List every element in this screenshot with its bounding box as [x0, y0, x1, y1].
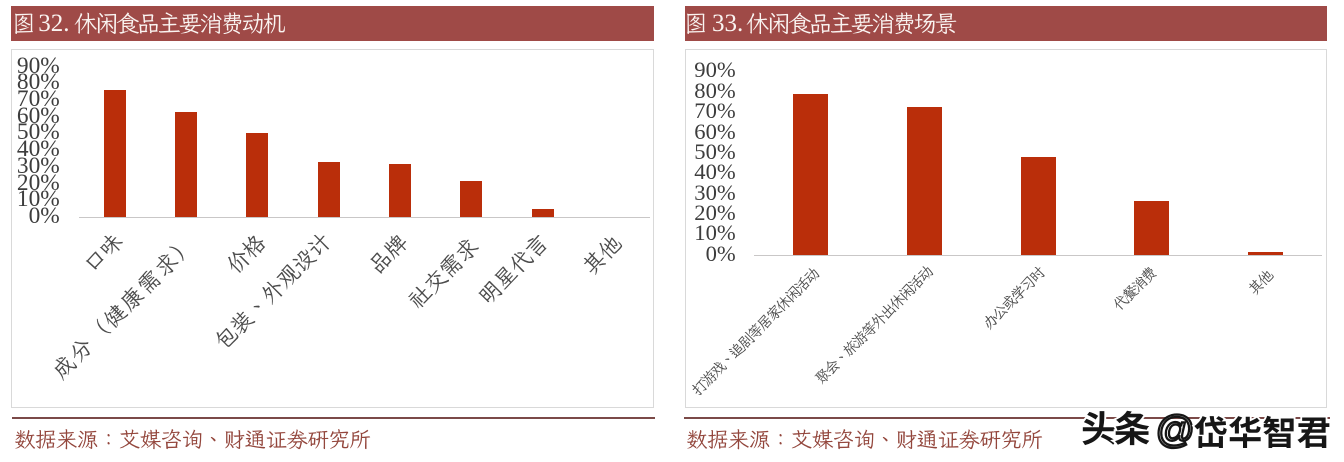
svg-text:@: @ — [1156, 409, 1196, 452]
